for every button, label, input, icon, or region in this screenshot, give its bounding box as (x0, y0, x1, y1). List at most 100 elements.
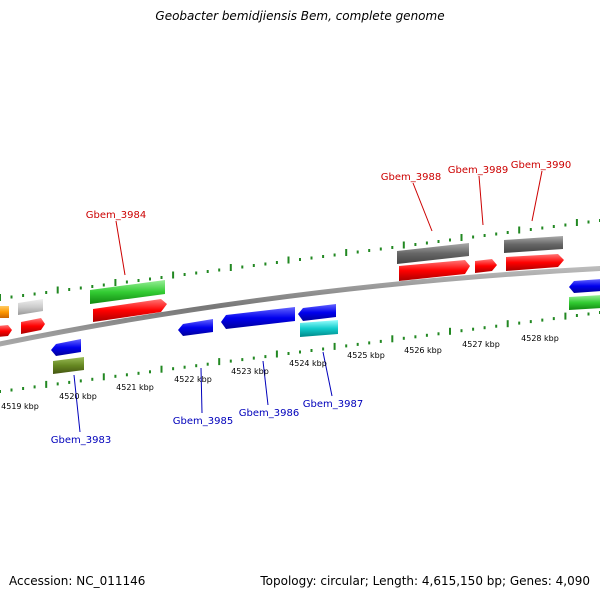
leader-gbem-3990 (531, 170, 543, 222)
major-tick (102, 373, 105, 381)
minor-tick (137, 371, 140, 375)
minor-tick (437, 332, 440, 336)
minor-tick (472, 235, 475, 239)
minor-tick (91, 377, 94, 381)
gene-blue-3987a (298, 304, 336, 321)
reverse-genes (51, 279, 600, 374)
minor-tick (45, 291, 48, 294)
minor-tick (22, 294, 25, 297)
major-tick (345, 249, 348, 256)
gene-gbem-3985 (178, 319, 213, 336)
tick-label: 4525 kbp (347, 351, 385, 360)
gene-label-gbem-3985: Gbem_3985 (173, 416, 233, 427)
leader-gbem-3983 (73, 374, 81, 433)
minor-tick (137, 279, 140, 282)
minor-tick (125, 280, 128, 284)
minor-tick (495, 232, 498, 236)
minor-tick (68, 288, 71, 291)
tick-label: 4526 kbp (404, 346, 442, 355)
minor-tick (564, 223, 567, 227)
major-tick (160, 365, 163, 373)
gene-label-gbem-3983: Gbem_3983 (51, 435, 111, 446)
minor-tick (518, 321, 521, 325)
major-tick (564, 312, 567, 320)
minor-tick (449, 238, 451, 242)
label-leaders (73, 170, 543, 433)
major-tick (460, 234, 463, 241)
minor-tick (102, 283, 105, 287)
gene-gbem-3988 (399, 260, 470, 281)
tick-label: 4524 kbp (289, 359, 327, 368)
gene-gbem-3989 (475, 259, 497, 273)
major-tick (0, 294, 1, 301)
gene-red-partial (0, 325, 12, 337)
major-tick (287, 256, 290, 264)
major-tick (114, 279, 117, 286)
minor-tick (275, 261, 278, 264)
minor-tick (114, 374, 117, 378)
minor-tick (356, 342, 359, 346)
leader-gbem-3986 (262, 360, 269, 406)
minor-tick (529, 228, 532, 231)
leader-gbem-3989 (478, 175, 484, 226)
minor-tick (22, 387, 25, 390)
minor-tick (310, 256, 313, 260)
gene-green-right (569, 295, 600, 310)
minor-tick (299, 258, 301, 261)
gene-label-gbem-3990: Gbem_3990 (511, 160, 571, 171)
gene-label-gbem-3988: Gbem_3988 (381, 172, 441, 183)
minor-tick (414, 335, 417, 339)
major-tick (172, 271, 175, 279)
major-tick (518, 226, 521, 234)
map-title: Geobacter bemidjiensis Bem, complete gen… (155, 9, 445, 23)
minor-tick (552, 317, 555, 321)
gene-gbem-3984 (93, 299, 167, 322)
minor-tick (172, 367, 175, 371)
minor-tick (552, 225, 555, 228)
minor-tick (183, 365, 186, 369)
minor-tick (299, 350, 301, 354)
minor-tick (264, 262, 267, 266)
gene-gray-1 (397, 243, 469, 264)
tick-labels: 4519 kbp 4520 kbp 4521 kbp 4522 kbp 4523… (1, 334, 559, 411)
minor-tick (195, 364, 198, 368)
minor-tick (575, 314, 578, 317)
minor-tick (287, 352, 290, 355)
minor-tick (68, 380, 71, 384)
gene-label-gbem-3986: Gbem_3986 (239, 408, 299, 419)
minor-tick (425, 333, 428, 337)
major-tick (333, 342, 336, 350)
minor-tick (206, 270, 209, 273)
minor-tick (252, 356, 255, 360)
gene-gray-2 (504, 236, 563, 253)
outer-tick-ring (0, 219, 600, 301)
gene-gbem-3983 (51, 339, 81, 356)
forward-genes (0, 236, 600, 337)
leader-gbem-3985 (200, 367, 203, 414)
tick-label: 4528 kbp (521, 334, 559, 343)
minor-tick (33, 292, 36, 296)
minor-tick (368, 249, 371, 252)
minor-tick (195, 271, 198, 275)
minor-tick (10, 295, 13, 299)
major-tick (275, 350, 278, 358)
minor-tick (33, 385, 36, 389)
minor-tick (79, 286, 82, 290)
gene-blue-right (569, 279, 600, 293)
topology-text: Topology: circular; Length: 4,615,150 bp… (260, 574, 590, 588)
minor-tick (483, 234, 486, 237)
minor-tick (229, 359, 232, 363)
minor-tick (391, 246, 394, 249)
minor-tick (322, 255, 325, 258)
minor-tick (79, 379, 82, 383)
tick-label: 4522 kbp (174, 375, 212, 384)
minor-tick (149, 370, 151, 374)
minor-tick (264, 355, 267, 359)
major-tick (402, 241, 405, 249)
gene-label-gbem-3987: Gbem_3987 (303, 399, 363, 410)
minor-tick (0, 390, 1, 393)
minor-tick (125, 373, 128, 377)
major-tick (449, 327, 451, 335)
gene-gbem-3987 (300, 320, 338, 337)
gene-gbem-3986 (221, 307, 295, 329)
